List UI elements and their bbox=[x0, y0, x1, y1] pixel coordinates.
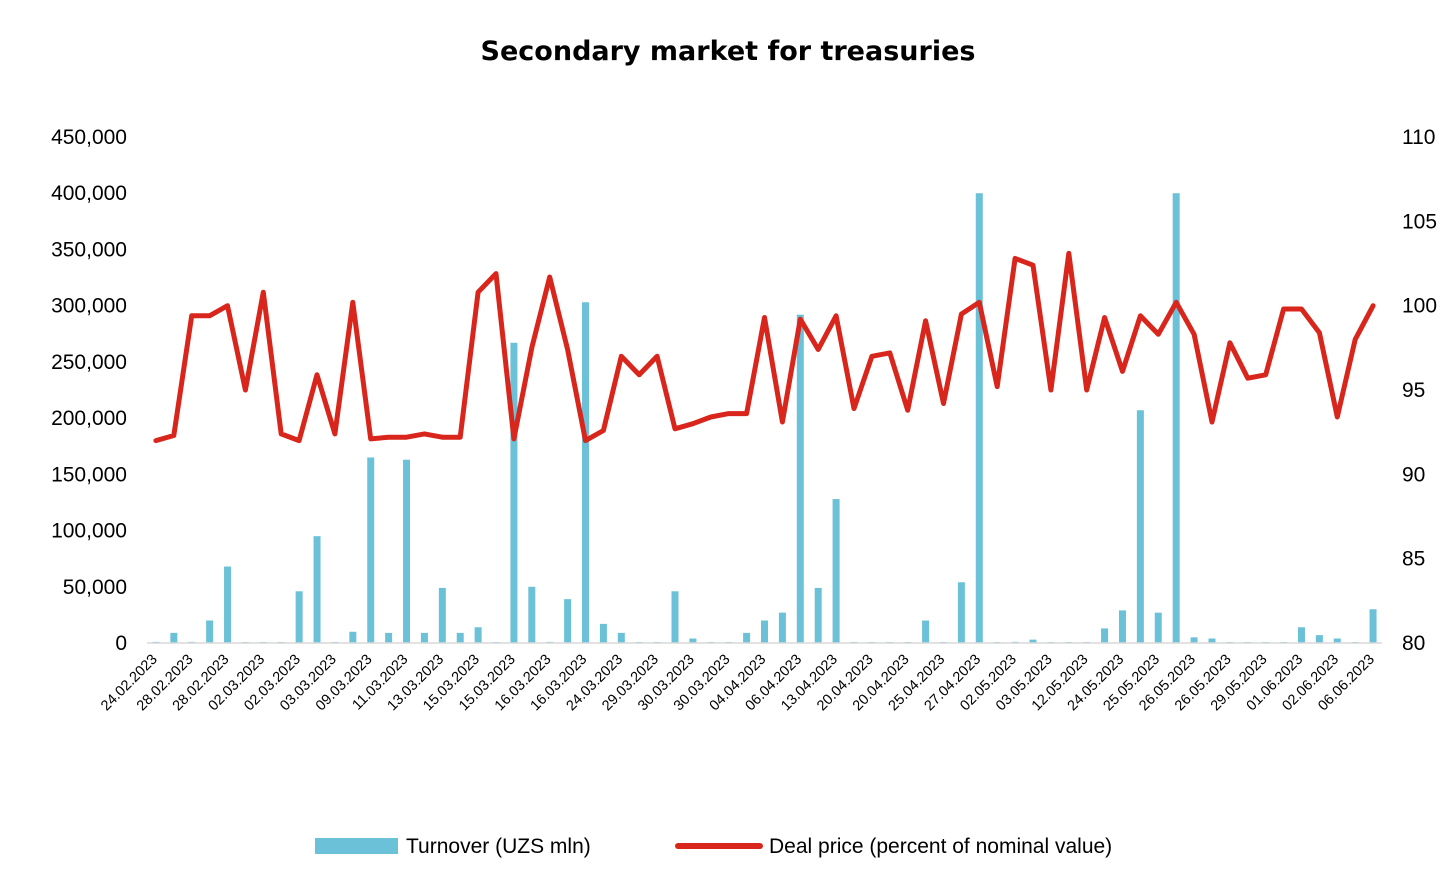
y-right-tick-label: 80 bbox=[1402, 632, 1425, 655]
turnover-bar bbox=[456, 632, 464, 643]
turnover-bar bbox=[385, 632, 393, 643]
y-left-tick-label: 150,000 bbox=[51, 463, 127, 486]
turnover-bar bbox=[599, 623, 607, 643]
deal-price-line bbox=[153, 250, 1376, 444]
turnover-bar bbox=[1154, 612, 1162, 643]
turnover-bar bbox=[957, 582, 965, 643]
legend-line-label: Deal price (percent of nominal value) bbox=[769, 835, 1112, 858]
turnover-bar bbox=[814, 587, 822, 643]
turnover-bar bbox=[582, 302, 590, 643]
y-left-tick-label: 100,000 bbox=[51, 520, 127, 543]
turnover-bar bbox=[367, 457, 375, 643]
turnover-bar bbox=[1297, 627, 1305, 643]
turnover-bar bbox=[922, 620, 930, 643]
turnover-bar bbox=[1190, 637, 1198, 643]
turnover-bar bbox=[761, 620, 768, 643]
turnover-bar bbox=[564, 599, 572, 643]
x-axis-labels: 24.02.202328.02.202328.02.202302.03.2023… bbox=[98, 652, 1378, 715]
y-left-tick-label: 300,000 bbox=[51, 295, 127, 318]
turnover-bar bbox=[1136, 410, 1144, 643]
turnover-bar bbox=[170, 632, 178, 643]
turnover-bar bbox=[832, 499, 840, 643]
turnover-bar bbox=[743, 632, 751, 643]
turnover-bar bbox=[403, 459, 411, 643]
y-right-tick-label: 105 bbox=[1402, 210, 1437, 233]
turnover-bar bbox=[295, 591, 303, 643]
turnover-bar bbox=[975, 193, 983, 643]
y-left-tick-label: 450,000 bbox=[51, 126, 127, 149]
legend-bar-label: Turnover (UZS mln) bbox=[406, 835, 591, 858]
y-axis-left: 0 50,000 100,000 150,000 200,000 250,000 300,0… bbox=[51, 126, 127, 655]
turnover-bar bbox=[1118, 610, 1126, 643]
y-right-tick-label: 110 bbox=[1402, 126, 1435, 149]
turnover-bar bbox=[206, 620, 214, 643]
y-left-tick-label: 400,000 bbox=[51, 182, 127, 205]
turnover-bar bbox=[438, 587, 446, 643]
turnover-bar bbox=[313, 536, 321, 643]
y-left-tick-label: 200,000 bbox=[51, 407, 127, 430]
chart-title: Secondary market for treasuries bbox=[481, 36, 976, 67]
turnover-bar bbox=[1208, 638, 1216, 643]
turnover-bar bbox=[1172, 193, 1180, 643]
y-right-tick-label: 85 bbox=[1402, 548, 1425, 571]
legend: Turnover (UZS mln) Deal price (percent o… bbox=[315, 835, 1112, 858]
turnover-bar bbox=[671, 591, 679, 643]
turnover-bar bbox=[617, 632, 625, 643]
turnover-bar bbox=[1315, 635, 1323, 643]
turnover-bars bbox=[152, 193, 1377, 643]
y-right-tick-label: 95 bbox=[1402, 379, 1425, 402]
turnover-bar bbox=[778, 612, 786, 643]
turnover-bar bbox=[224, 566, 232, 643]
turnover-bar bbox=[420, 632, 428, 643]
turnover-bar bbox=[689, 638, 697, 643]
turnover-bar bbox=[1029, 639, 1037, 643]
y-left-tick-label: 0 bbox=[115, 632, 127, 655]
y-left-tick-label: 350,000 bbox=[51, 238, 127, 261]
turnover-bar bbox=[474, 627, 482, 643]
turnover-bar bbox=[349, 631, 357, 643]
turnover-bar bbox=[528, 586, 536, 643]
turnover-bar bbox=[1333, 638, 1341, 643]
turnover-bar bbox=[510, 342, 518, 643]
legend-bar-swatch bbox=[315, 838, 398, 854]
y-left-tick-label: 250,000 bbox=[51, 351, 127, 374]
turnover-bar bbox=[1101, 628, 1109, 643]
turnover-bar bbox=[1369, 609, 1377, 643]
y-axis-right: 80 85 90 95 100 105 110 bbox=[1402, 126, 1437, 655]
turnover-bar bbox=[796, 314, 804, 643]
y-right-tick-label: 90 bbox=[1402, 463, 1425, 486]
y-right-tick-label: 100 bbox=[1402, 295, 1437, 318]
y-left-tick-label: 50,000 bbox=[63, 576, 127, 599]
